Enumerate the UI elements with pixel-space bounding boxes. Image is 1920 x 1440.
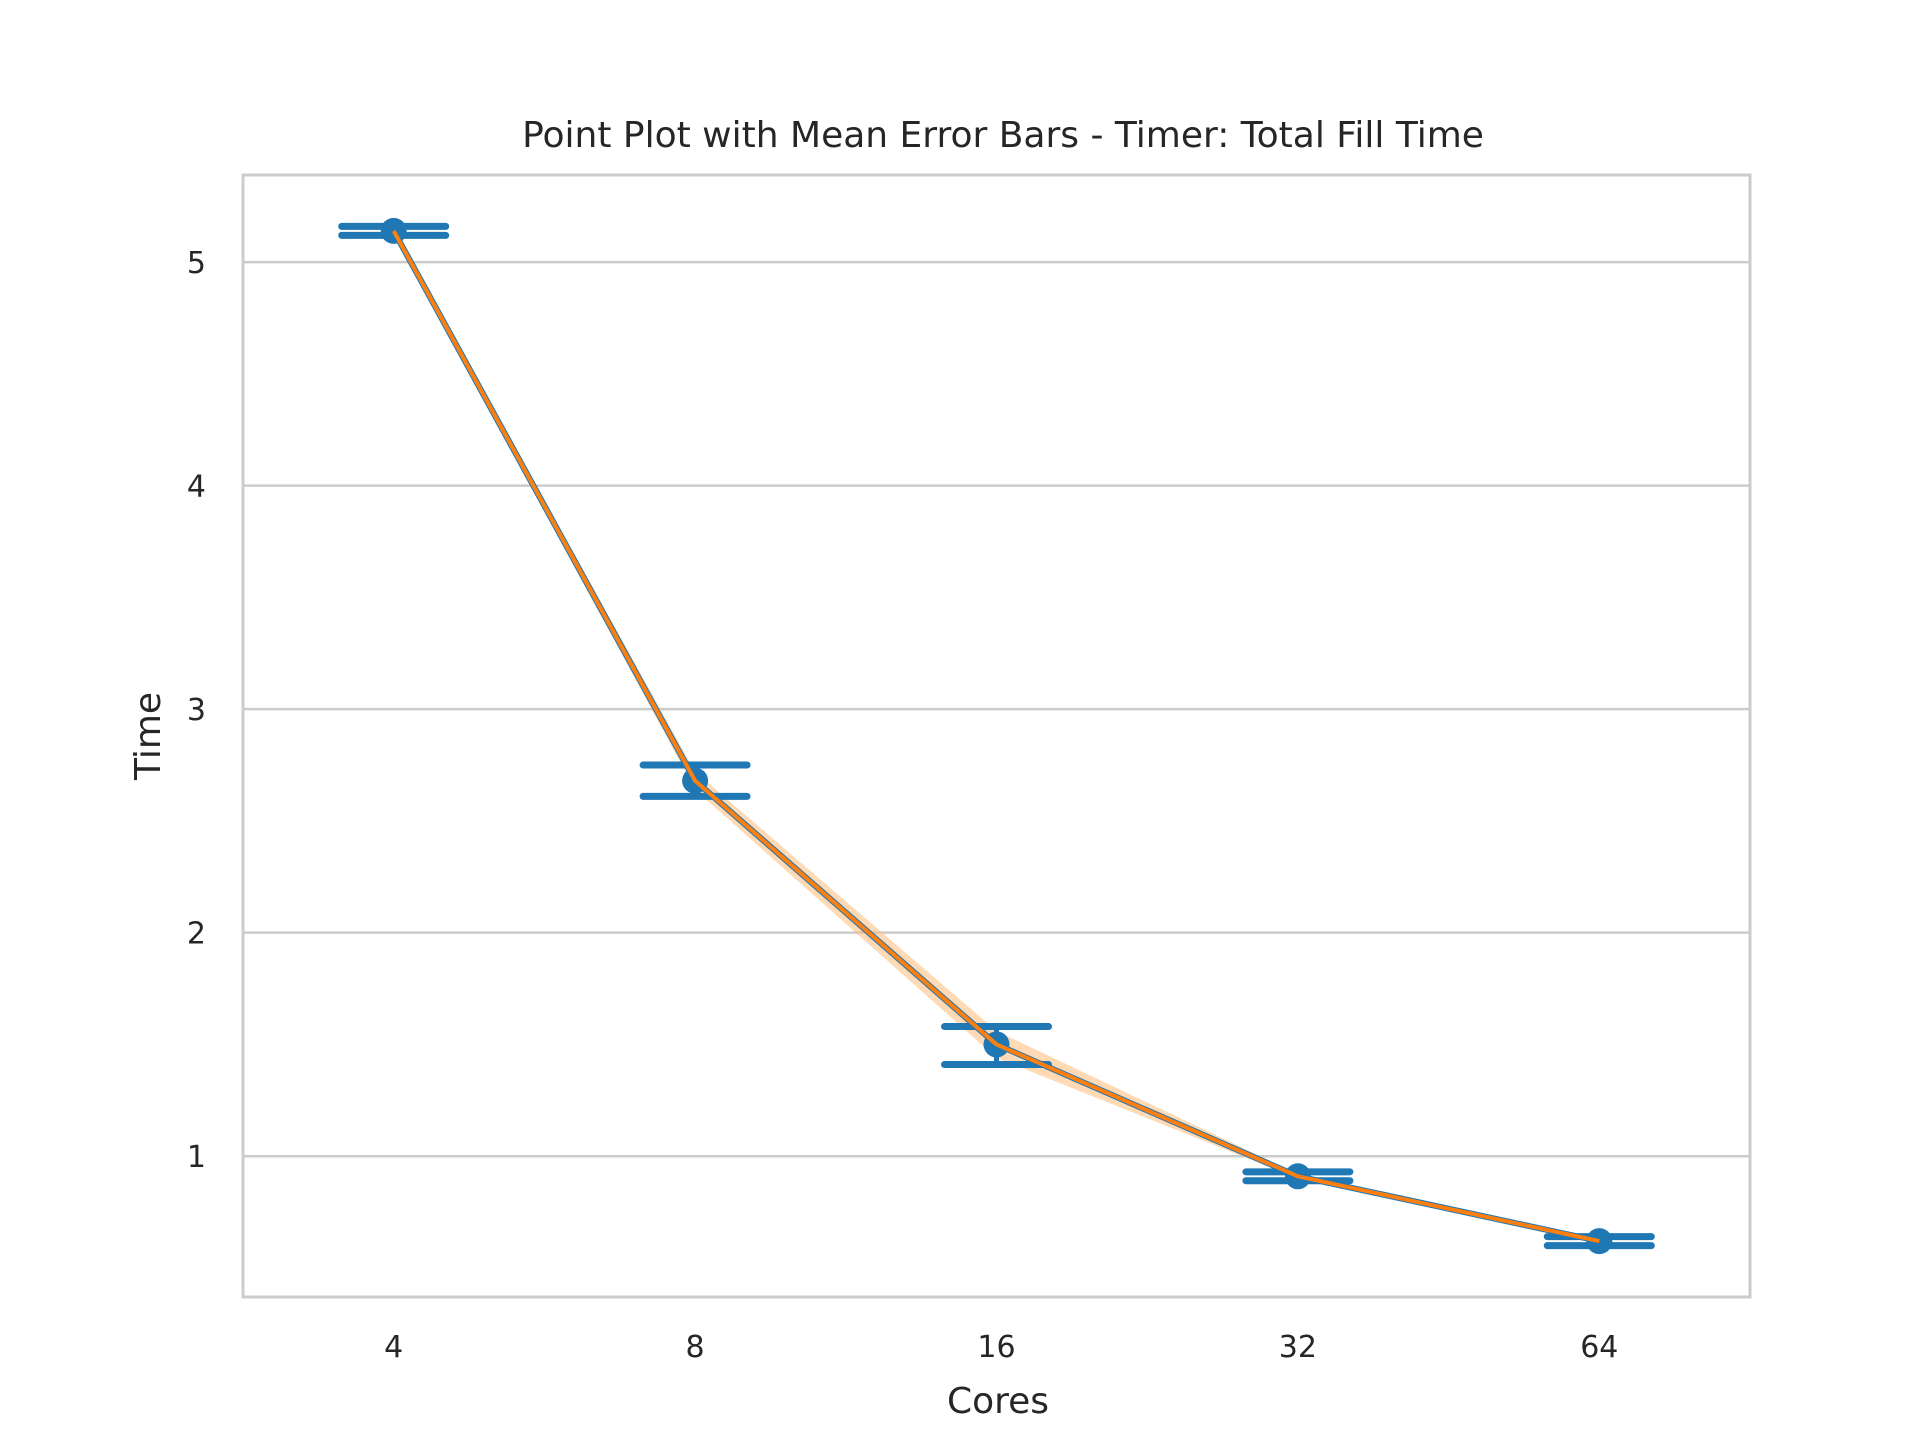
mean-line <box>391 229 1600 1244</box>
y-tick-label: 5 <box>187 246 206 281</box>
x-tick-label: 8 <box>686 1330 705 1365</box>
x-tick-label: 4 <box>384 1330 403 1365</box>
y-tick-label: 4 <box>187 470 206 505</box>
y-tick-label: 3 <box>187 693 206 728</box>
grid <box>243 260 1750 1158</box>
y-tick-label: 1 <box>187 1140 206 1175</box>
x-tick-label: 16 <box>977 1330 1015 1365</box>
y-axis-label: Time <box>128 692 169 781</box>
x-axis-label: Cores <box>947 1381 1049 1422</box>
data-marks <box>338 217 1655 1255</box>
chart-title: Point Plot with Mean Error Bars - Timer:… <box>522 115 1484 156</box>
x-tick-label: 32 <box>1279 1330 1317 1365</box>
x-tick-label: 64 <box>1580 1330 1618 1365</box>
plot-frame <box>241 173 1752 1299</box>
ci-bands <box>393 228 1600 1244</box>
ci-band <box>393 228 1600 1244</box>
y-tick-label: 2 <box>187 917 206 952</box>
tick-labels: 1 2 3 4 5 4 8 16 32 64 <box>187 246 1618 1365</box>
points-line <box>391 229 1600 1245</box>
